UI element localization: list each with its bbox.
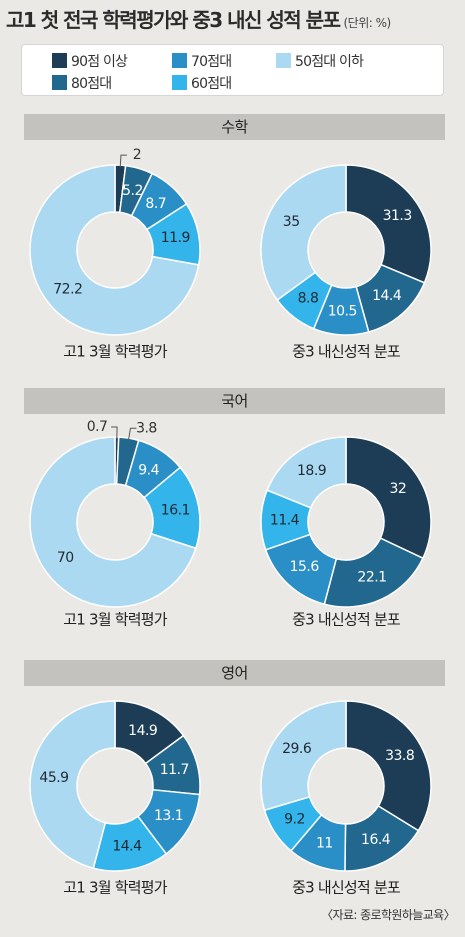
slice-value-label: 11.9 xyxy=(161,230,190,246)
title-row: 고1 첫 전국 학력평가와 중3 내신 성적 분포 (단위: %) xyxy=(6,4,391,44)
slice-value-label: 13.1 xyxy=(154,808,183,824)
donut-caption: 중3 내신성적 분포 xyxy=(292,611,401,629)
donut-slice xyxy=(260,164,347,302)
donut-slice xyxy=(260,700,347,812)
slice-value-label: 22.1 xyxy=(357,570,386,586)
section-bar-english: 영어 xyxy=(24,660,445,686)
donut-slice xyxy=(29,164,200,336)
source-note: 〈자료: 종로학원하늘교육〉 xyxy=(321,908,455,922)
slice-value-label: 11 xyxy=(316,836,333,852)
legend-swatch-60 xyxy=(172,75,187,90)
slice-value-label: 18.9 xyxy=(297,463,326,479)
section-bar-math: 수학 xyxy=(24,114,445,140)
donut-slice xyxy=(266,436,347,509)
slice-value-label: 35 xyxy=(283,214,300,230)
slice-value-label: 10.5 xyxy=(328,303,357,319)
slice-value-label: 16.1 xyxy=(161,502,190,518)
legend-swatch-50 xyxy=(276,53,291,68)
slice-value-label: 5.2 xyxy=(122,183,143,199)
slice-value-label: 9.4 xyxy=(138,462,159,478)
slice-value-label: 45.9 xyxy=(39,770,68,786)
slice-value-label: 11.4 xyxy=(270,512,300,528)
donut-caption: 중3 내신성적 분포 xyxy=(292,343,401,361)
donut-slice xyxy=(345,436,432,560)
donut-slice xyxy=(29,700,116,870)
slice-value-label: 8.8 xyxy=(298,290,319,306)
slice-value-label: 9.2 xyxy=(284,812,305,828)
legend-swatch-90 xyxy=(52,53,67,68)
slice-value-label: 15.6 xyxy=(290,559,320,575)
slice-value-label: 0.7 xyxy=(87,419,108,435)
chart-title: 고1 첫 전국 학력평가와 중3 내신 성적 분포 xyxy=(6,8,341,32)
legend-label-80: 80점대 xyxy=(71,76,112,92)
donut-caption: 중3 내신성적 분포 xyxy=(292,879,401,897)
slice-value-label: 16.4 xyxy=(361,832,391,848)
legend-item-70: 70점대 xyxy=(172,51,232,71)
donut-slice xyxy=(345,700,432,832)
legend-label-60: 60점대 xyxy=(191,76,232,92)
legend-swatch-80 xyxy=(52,75,67,90)
donut-slice xyxy=(345,164,432,284)
slice-value-label: 70 xyxy=(57,550,74,566)
legend-item-80: 80점대 xyxy=(52,73,112,93)
slice-value-label: 33.8 xyxy=(385,748,414,764)
leader-line xyxy=(128,427,137,441)
legend-label-70: 70점대 xyxy=(191,54,232,70)
legend-swatch-70 xyxy=(172,53,187,68)
slice-value-label: 72.2 xyxy=(53,281,82,297)
slice-value-label: 14.4 xyxy=(112,838,142,854)
section-bar-korean: 국어 xyxy=(24,388,445,414)
slice-value-label: 11.7 xyxy=(160,762,189,778)
leader-line xyxy=(119,154,127,168)
legend: 90점 이상 80점대 70점대 60점대 50점대 이하 xyxy=(21,44,444,96)
slice-value-label: 14.9 xyxy=(128,723,157,739)
donut-caption: 고1 3월 학력평가 xyxy=(63,879,167,897)
slice-value-label: 2 xyxy=(133,147,141,163)
donut-slice xyxy=(29,436,197,608)
legend-label-50: 50점대 이하 xyxy=(295,54,364,70)
legend-item-60: 60점대 xyxy=(172,73,232,93)
legend-item-90: 90점 이상 xyxy=(52,51,128,71)
slice-value-label: 14.4 xyxy=(372,288,402,304)
donut-caption: 고1 3월 학력평가 xyxy=(63,611,167,629)
legend-item-50: 50점대 이하 xyxy=(276,51,364,71)
legend-label-90: 90점 이상 xyxy=(71,54,128,70)
slice-value-label: 29.6 xyxy=(282,741,312,757)
donut-caption: 고1 3월 학력평가 xyxy=(63,343,167,361)
unit-label: (단위: %) xyxy=(343,16,391,30)
leader-line xyxy=(111,426,118,440)
slice-value-label: 32 xyxy=(390,481,407,497)
donut-slice xyxy=(323,537,424,608)
slice-value-label: 31.3 xyxy=(383,208,412,224)
slice-value-label: 3.8 xyxy=(136,420,157,436)
slice-value-label: 8.7 xyxy=(145,196,166,212)
